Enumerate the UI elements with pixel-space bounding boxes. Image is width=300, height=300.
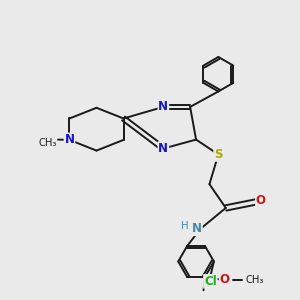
Text: N: N [64,134,74,146]
Text: O: O [220,273,230,286]
Text: S: S [214,148,223,161]
Text: N: N [158,100,168,113]
Text: CH₃: CH₃ [38,138,57,148]
Text: O: O [256,194,266,207]
Text: CH₃: CH₃ [245,275,264,285]
Text: H: H [181,221,189,231]
Text: N: N [158,142,168,155]
Text: N: N [192,222,202,235]
Text: Cl: Cl [204,275,217,288]
